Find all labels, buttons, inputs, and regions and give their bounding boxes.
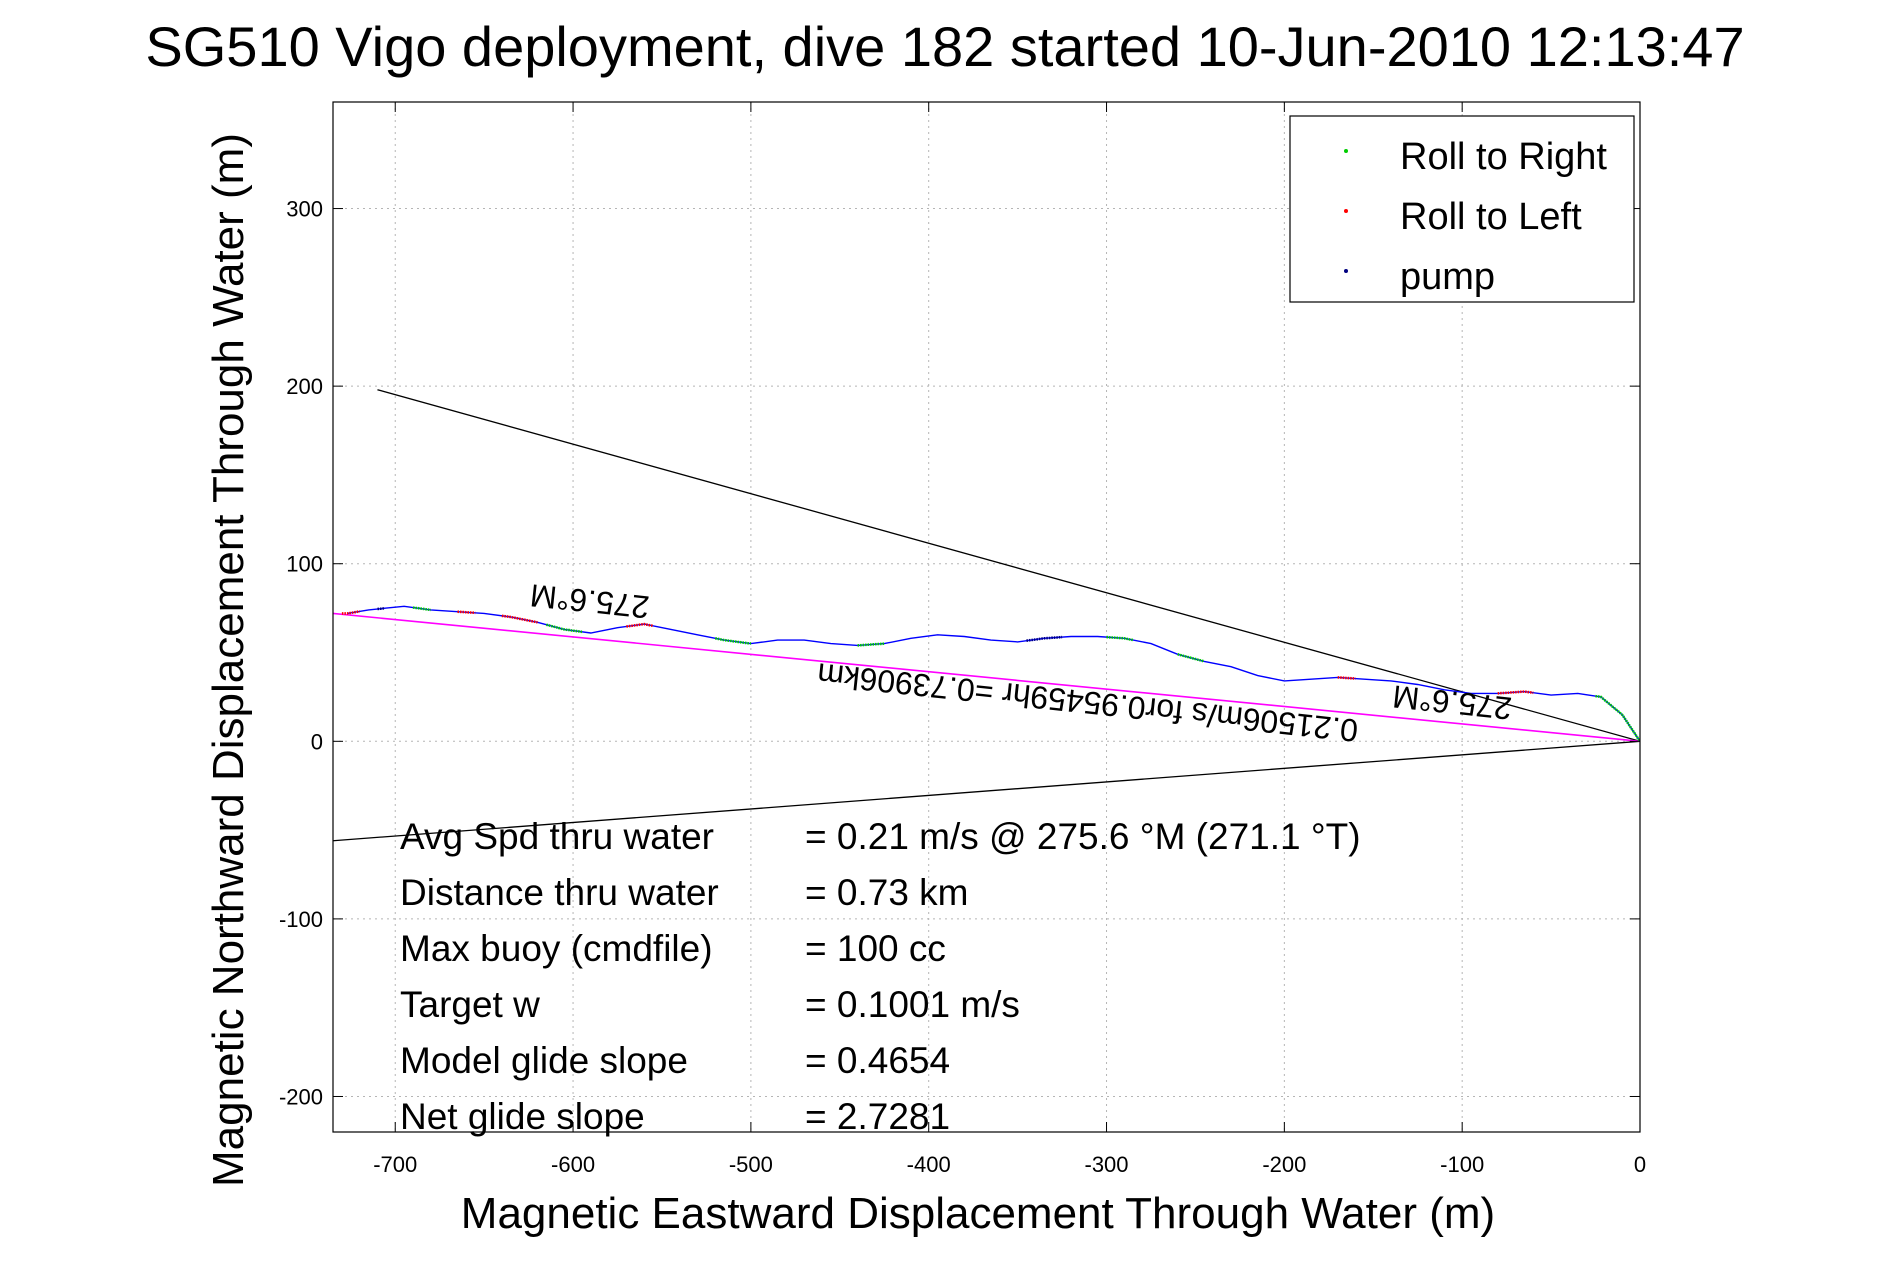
roll-right-segment xyxy=(412,606,431,612)
y-axis-label: Magnetic Northward Displacement Through … xyxy=(204,133,253,1187)
x-tick-label: -100 xyxy=(1440,1152,1484,1177)
roll-left-segment xyxy=(1337,676,1356,680)
legend-marker xyxy=(1344,149,1348,153)
stat-value: = 0.21 m/s @ 275.6 °M (271.1 °T) xyxy=(805,816,1361,857)
y-tick-label: -100 xyxy=(279,907,323,932)
y-tick-label: -200 xyxy=(279,1084,323,1109)
roll-right-segment xyxy=(1106,635,1134,642)
roll-left-segment xyxy=(341,610,360,615)
legend-entry: Roll to Right xyxy=(1400,136,1607,178)
x-tick-label: -700 xyxy=(373,1152,417,1177)
envelope-line xyxy=(377,389,1640,742)
stat-label: Max buoy (cmdfile) xyxy=(400,928,713,969)
chart-title: SG510 Vigo deployment, dive 182 started … xyxy=(145,15,1744,78)
roll-left-segment xyxy=(457,610,476,615)
roll-right-segment xyxy=(546,623,583,634)
x-tick-label: 0 xyxy=(1634,1152,1646,1177)
average-heading-line xyxy=(333,612,1640,743)
plot-content xyxy=(333,389,1640,842)
stat-label: Net glide slope xyxy=(400,1096,645,1137)
legend-entry: Roll to Left xyxy=(1400,196,1582,238)
axes-box xyxy=(332,101,1641,1133)
stat-value: = 100 cc xyxy=(805,928,946,969)
stat-value: = 2.7281 xyxy=(805,1096,950,1137)
pump-segment xyxy=(377,607,385,611)
pump-segment xyxy=(1026,635,1063,642)
x-tick-label: -400 xyxy=(907,1152,951,1177)
roll-right-segment xyxy=(1177,653,1205,663)
legend-marker xyxy=(1344,269,1348,273)
roll-left-segment xyxy=(626,622,654,628)
y-tick-label: 300 xyxy=(286,197,323,222)
roll-right-segment xyxy=(857,642,885,647)
stat-label: Target w xyxy=(400,984,540,1025)
roll-left-segment xyxy=(1497,690,1534,695)
x-axis-label: Magnetic Eastward Displacement Through W… xyxy=(461,1189,1495,1238)
x-tick-label: -200 xyxy=(1262,1152,1306,1177)
x-tick-label: -500 xyxy=(729,1152,773,1177)
stat-value: = 0.73 km xyxy=(805,872,969,913)
legend: Roll to Right Roll to Left pump xyxy=(1289,115,1635,303)
envelope-line xyxy=(333,740,1640,842)
legend-entry: pump xyxy=(1400,256,1495,298)
y-tick-label: 0 xyxy=(311,729,323,754)
stat-value: = 0.4654 xyxy=(805,1040,950,1081)
x-tick-label: -300 xyxy=(1085,1152,1129,1177)
roll-left-segment xyxy=(501,614,538,624)
y-tick-label: 200 xyxy=(286,374,323,399)
stat-value: = 0.1001 m/s xyxy=(805,984,1020,1025)
roll-right-segment xyxy=(1595,694,1640,743)
x-tick-label: -600 xyxy=(551,1152,595,1177)
stat-label: Avg Spd thru water xyxy=(400,816,714,857)
roll-right-segment xyxy=(715,637,752,645)
y-tick-label: 100 xyxy=(286,552,323,577)
stat-label: Model glide slope xyxy=(400,1040,688,1081)
legend-marker xyxy=(1344,209,1348,213)
track-line xyxy=(347,605,1640,742)
stat-label: Distance thru water xyxy=(400,872,719,913)
